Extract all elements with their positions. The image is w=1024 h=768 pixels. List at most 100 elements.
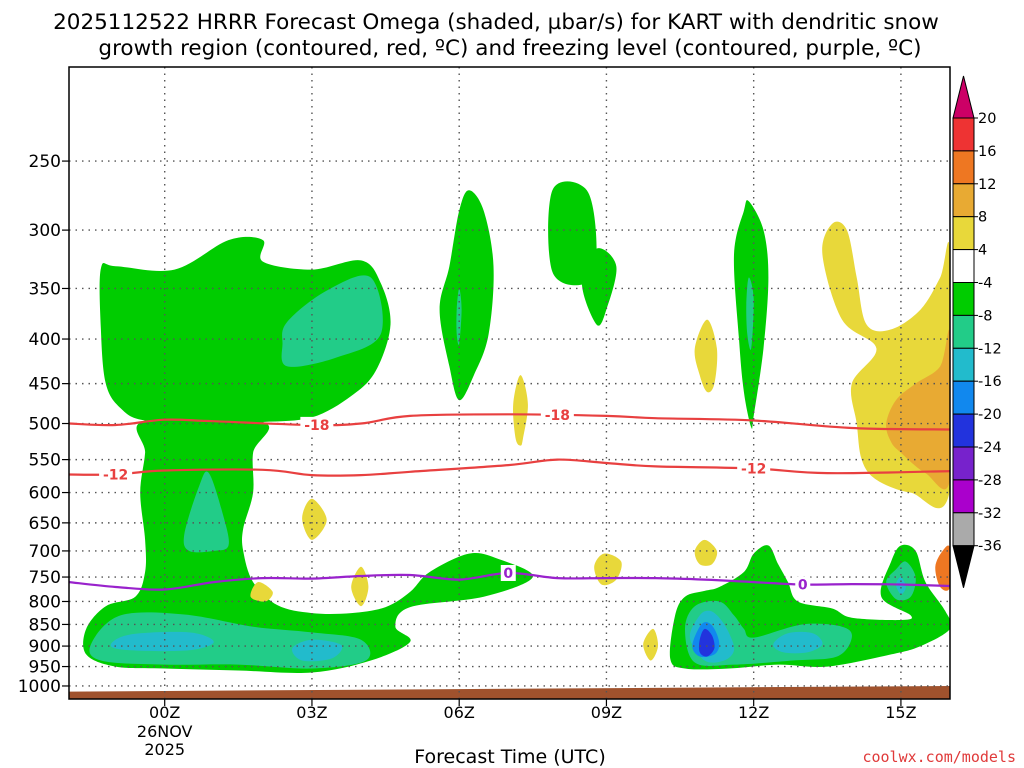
y-tick-label: 500 [29, 415, 61, 435]
y-tick-label: 550 [29, 451, 61, 471]
colorbar-swatch [952, 479, 975, 514]
omega-region-low-right-deep-blue [698, 628, 715, 657]
chart-title-line-1: 2025112522 HRRR Forecast Omega (shaded, … [53, 10, 939, 35]
contour-label-bg [500, 564, 516, 581]
colorbar-swatch [952, 183, 975, 218]
colorbar-label: -32 [978, 506, 1002, 522]
colorbar-label: 4 [978, 243, 987, 259]
colorbar-label: -28 [978, 473, 1002, 489]
x-tick-label: 06Z [444, 703, 475, 722]
colorbar-top-arrow [952, 75, 975, 119]
y-tick-label: 650 [29, 514, 61, 534]
colorbar-swatch [952, 216, 975, 251]
contour-label-bg [99, 466, 133, 483]
colorbar-label: -20 [978, 407, 1002, 423]
contour-label-12c: -12 [103, 467, 128, 483]
x-tick-label: 09Z [591, 703, 622, 722]
temperature-contours: -18 -18 -12 -12 0 0 [69, 407, 950, 594]
omega-region-low-left-cyan-2 [291, 639, 343, 662]
y-tick-label: 750 [29, 568, 61, 588]
omega-region-left-column-green [83, 417, 533, 673]
colorbar-legend: 20 16 12 8 4 -4 -8 -12 -16 -20 -24 -28 -32 -36 [952, 75, 1002, 588]
contour-label-0c: 0 [503, 566, 513, 582]
x-tick-label: 15Z [885, 703, 916, 722]
y-tick-label: 350 [29, 279, 61, 299]
omega-region-small-yellow-10z [694, 319, 718, 393]
colorbar-label: -8 [978, 308, 992, 324]
omega-region-small-yellow-07z [513, 375, 528, 446]
plot-frame [68, 66, 951, 700]
credit-text: coolwx.com/models [862, 748, 1016, 766]
colorbar-label: 8 [978, 210, 987, 226]
omega-region-12z-teal [746, 277, 754, 350]
omega-region-small-yellow-1130z [694, 539, 718, 566]
contour-label-bg [795, 576, 811, 593]
colorbar-swatch [952, 413, 975, 448]
y-tick-label: 850 [29, 615, 61, 635]
colorbar-label: -36 [978, 539, 1002, 555]
colorbar-label: 12 [978, 177, 996, 193]
y-tick-label: 600 [29, 484, 61, 504]
contour-label-18c: -18 [545, 408, 570, 424]
contour-18c [69, 413, 950, 431]
y-axis-ticks: 250 300 350 400 450 500 550 600 650 700 750 800 8509… [18, 152, 69, 697]
omega-region-low-right-cyan-2 [773, 631, 823, 654]
colorbar-swatch [952, 282, 975, 316]
x-axis-label: Forecast Time (UTC) [414, 746, 605, 768]
contour-label-bg [737, 460, 771, 477]
omega-region-right-orange [886, 329, 950, 490]
colorbar-swatch [952, 314, 975, 349]
y-tick-label: 900 [29, 637, 61, 657]
colorbar-label: 20 [978, 111, 996, 127]
colorbar-label: -24 [978, 440, 1002, 456]
colorbar-label: -16 [978, 374, 1002, 390]
colorbar-swatch [952, 347, 975, 382]
contour-label-bg [300, 416, 334, 433]
omega-region-15z-cyan [896, 576, 906, 595]
x-tick-label: 03Z [296, 703, 327, 722]
omega-shaded-regions [83, 181, 950, 673]
colorbar-swatch [952, 249, 975, 284]
omega-region-right-edge-orange [935, 545, 950, 591]
contour-label-0c: 0 [798, 578, 808, 594]
omega-region-06z-teal [456, 288, 462, 345]
x-tick-date: 26NOV [137, 722, 193, 741]
y-tick-label: 1000 [18, 677, 61, 697]
omega-region-upper-left-green [99, 236, 391, 424]
omega-region-06z-green [439, 190, 494, 401]
y-tick-label: 400 [29, 330, 61, 350]
omega-region-08z-green [548, 181, 597, 286]
colorbar-bottom-arrow [952, 545, 975, 588]
omega-region-low-left-cyan [110, 631, 214, 652]
colorbar-swatch [952, 150, 975, 185]
y-tick-label: 700 [29, 542, 61, 562]
y-tick-label: 800 [29, 592, 61, 612]
omega-region-small-yellow-1030z [643, 628, 659, 661]
contour-label-18c: -18 [304, 418, 329, 434]
colorbar-swatch [952, 446, 975, 481]
grid-lines [69, 67, 950, 699]
colorbar-swatch [952, 117, 975, 152]
colorbar-swatch [952, 512, 975, 547]
colorbar-label: -12 [978, 341, 1002, 357]
contour-label-12c: -12 [741, 461, 766, 477]
terrain-ground [69, 685, 950, 699]
x-tick-label: 12Z [738, 703, 769, 722]
x-tick-label: 00Z [149, 703, 180, 722]
chart-title-line-2: growth region (contoured, red, ºC) and f… [98, 36, 921, 61]
omega-region-08z-tail [581, 248, 617, 326]
y-tick-label: 300 [29, 221, 61, 241]
y-tick-label: 450 [29, 375, 61, 395]
terrain-fill [69, 685, 950, 699]
colorbar-swatch [952, 380, 975, 415]
omega-region-small-yellow-03z [302, 498, 327, 540]
contour-label-bg [540, 407, 574, 424]
y-tick-label: 250 [29, 152, 61, 172]
omega-region-upper-left-teal [281, 275, 383, 367]
omega-region-small-yellow-02z [250, 582, 273, 602]
colorbar-label: 16 [978, 144, 996, 160]
colorbar-label: -4 [978, 276, 992, 292]
omega-region-mid-left-teal [183, 471, 229, 553]
